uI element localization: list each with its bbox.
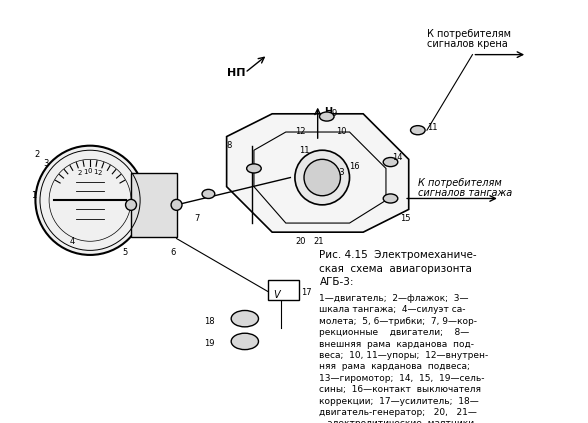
Ellipse shape [410,126,425,135]
Ellipse shape [246,164,261,173]
Circle shape [35,146,145,255]
Bar [268,280,299,300]
Text: 6: 6 [170,247,176,257]
Circle shape [304,159,340,196]
Text: Рис. 4.15  Электромеханиче-
ская  схема  авиагоризонта
АГБ-3:: Рис. 4.15 Электромеханиче- ская схема ав… [319,250,477,287]
Text: V: V [273,289,280,299]
Ellipse shape [231,310,259,327]
Text: 1—двигатель;  2—флажок;  3—: 1—двигатель; 2—флажок; 3— [319,294,469,303]
Ellipse shape [231,333,259,350]
Text: 1: 1 [83,169,87,175]
Text: НП: НП [226,68,245,78]
Text: 18: 18 [204,317,215,326]
Text: 1: 1 [93,169,98,175]
Text: 2: 2 [35,150,40,159]
Ellipse shape [383,194,398,203]
Text: 7: 7 [195,214,200,223]
Text: 3: 3 [44,159,49,168]
Circle shape [295,150,349,205]
Text: коррекции;  17—усилитель;  18—: коррекции; 17—усилитель; 18— [319,396,479,406]
Text: 16: 16 [349,162,360,171]
Text: 2: 2 [78,170,82,176]
Text: 5: 5 [122,247,127,257]
Text: 10: 10 [336,127,346,137]
Ellipse shape [202,190,215,198]
Text: 15: 15 [400,214,410,223]
Text: 1: 1 [31,191,36,200]
Text: К потребителям: К потребителям [418,178,502,187]
Text: внешняя  рама  карданова  под-: внешняя рама карданова под- [319,340,475,349]
Ellipse shape [126,199,136,210]
Text: электролитические  маятники: электролитические маятники [319,419,475,423]
Text: 12: 12 [295,127,305,137]
Text: 4: 4 [69,237,75,246]
Text: 17: 17 [301,288,312,297]
Text: 14: 14 [392,153,403,162]
Text: 8: 8 [226,141,232,150]
Text: 11: 11 [427,123,437,132]
Text: няя  рама  карданова  подвеса;: няя рама карданова подвеса; [319,363,470,371]
Text: 21: 21 [313,237,323,246]
Polygon shape [226,114,409,232]
Text: 13: 13 [334,168,345,177]
Text: 0: 0 [88,168,92,174]
Text: 11: 11 [299,146,310,155]
Text: рекционные    двигатели;    8—: рекционные двигатели; 8— [319,328,470,337]
Text: двигатель-генератор;   20,   21—: двигатель-генератор; 20, 21— [319,408,477,417]
Ellipse shape [319,112,334,121]
Text: 19: 19 [204,339,215,348]
Text: сигналов тангажа: сигналов тангажа [418,189,512,198]
Text: сины;  16—контакт  выключателя: сины; 16—контакт выключателя [319,385,482,394]
Text: 2: 2 [98,170,102,176]
Text: 9: 9 [331,109,336,118]
Text: 13—гиромотор;  14,  15,  19—сель-: 13—гиромотор; 14, 15, 19—сель- [319,374,485,383]
Text: 20: 20 [295,237,305,246]
Ellipse shape [383,157,398,167]
Text: молета;  5, 6—трибки;  7, 9—кор-: молета; 5, 6—трибки; 7, 9—кор- [319,317,477,326]
Text: Н: Н [324,107,332,118]
Text: шкала тангажа;  4—силуэт са-: шкала тангажа; 4—силуэт са- [319,305,466,314]
Text: К потребителям: К потребителям [427,29,511,39]
Text: сигналов крена: сигналов крена [427,39,507,49]
Bar [131,173,176,237]
Ellipse shape [171,199,182,210]
Text: веса;  10, 11—упоры;  12—внутрен-: веса; 10, 11—упоры; 12—внутрен- [319,351,489,360]
